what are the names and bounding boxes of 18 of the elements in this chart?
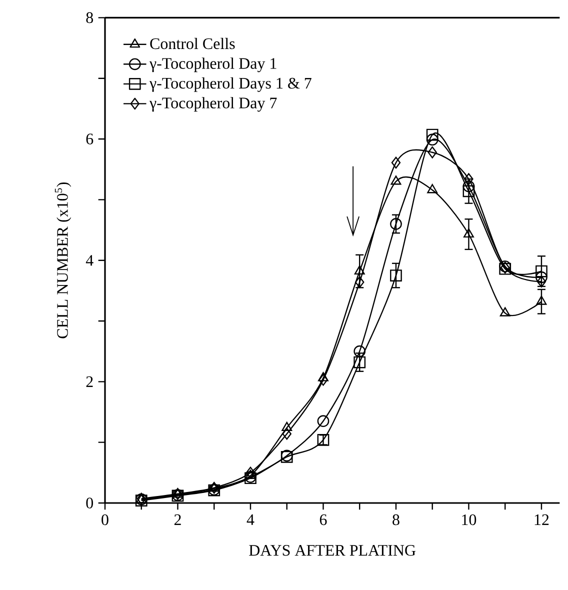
y-tick-label: 4 (86, 255, 94, 266)
y-tick-label: 0 (86, 498, 93, 508)
y-tick-label: 6 (86, 134, 94, 144)
y-tick-label: 8 (86, 12, 93, 24)
x-tick-label: 0 (102, 514, 108, 526)
x-tick-label: 2 (174, 514, 181, 525)
legend-label: γ-Tocopherol Day 1 (150, 58, 276, 72)
x-tick-label: 4 (246, 514, 254, 525)
x-axis-title: DAYS AFTER PLATING (249, 544, 416, 556)
y-axis-title: CELL NUMBER (x10$^{5}$) (54, 182, 72, 338)
legend-label: Control Cells (150, 38, 235, 50)
x-tick-label: 10 (462, 514, 476, 526)
x-tick-label: 8 (392, 514, 400, 526)
x-tick-label: 6 (320, 514, 327, 526)
legend-label: γ-Tocopherol Days 1 & 7 (150, 77, 312, 92)
y-tick-label: 2 (86, 376, 93, 387)
x-tick-label: 12 (534, 514, 549, 525)
legend-label: γ-Tocopherol Day 7 (150, 97, 277, 112)
